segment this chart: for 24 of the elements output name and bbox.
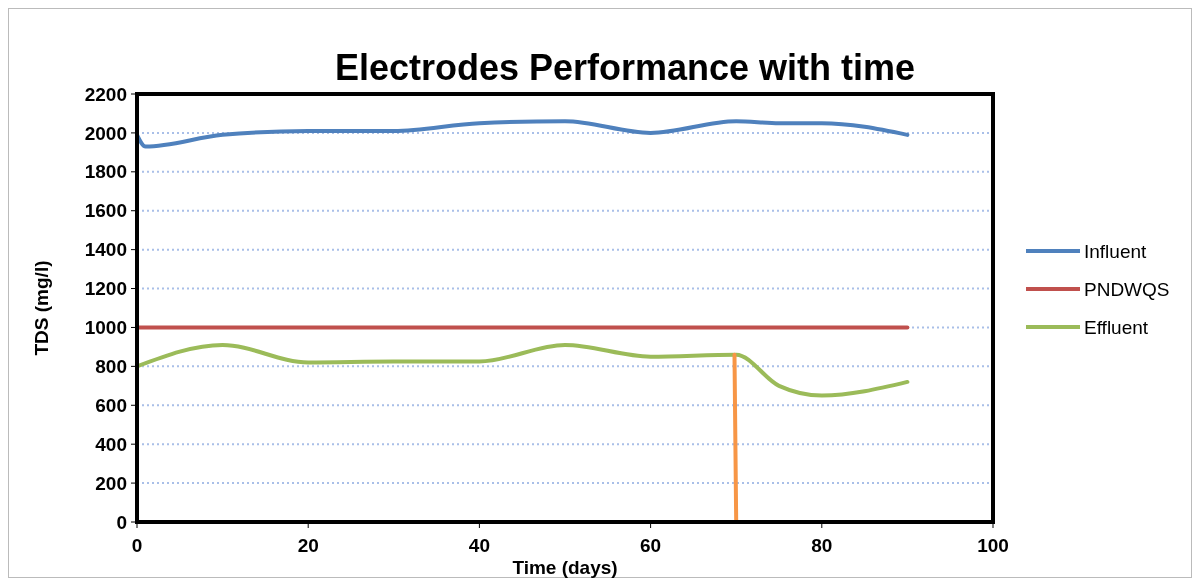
y-tick-label: 400 — [95, 433, 127, 455]
y-tick-label: 800 — [95, 356, 127, 378]
y-tick-label: 1800 — [84, 161, 127, 183]
y-tick-label: 1600 — [84, 200, 127, 222]
x-tick-label: 100 — [977, 535, 1009, 556]
y-axis-title: TDS (mg/l) — [31, 260, 52, 356]
legend-label: PNDWQS — [1084, 278, 1170, 300]
chart-title: Electrodes Performance with time — [334, 47, 916, 88]
y-tick-label: 1400 — [84, 239, 127, 261]
y-tick-label: 0 — [116, 511, 127, 533]
y-tick-label: 200 — [95, 472, 127, 494]
x-tick-label: 60 — [640, 535, 662, 556]
y-tick-label: 2000 — [84, 122, 127, 144]
x-tick-label: 0 — [131, 535, 143, 556]
x-axis-title: Time (days) — [512, 557, 618, 578]
y-tick-label: 1000 — [84, 317, 127, 339]
legend-label: Effluent — [1084, 316, 1149, 338]
legend-label: Influent — [1084, 240, 1148, 262]
y-tick-label: 600 — [95, 394, 127, 416]
y-tick-label: 2200 — [84, 83, 127, 105]
y-tick-label: 1200 — [84, 278, 127, 300]
x-tick-label: 80 — [811, 535, 833, 556]
x-tick-label: 40 — [468, 535, 490, 556]
x-tick-label: 20 — [297, 535, 319, 556]
